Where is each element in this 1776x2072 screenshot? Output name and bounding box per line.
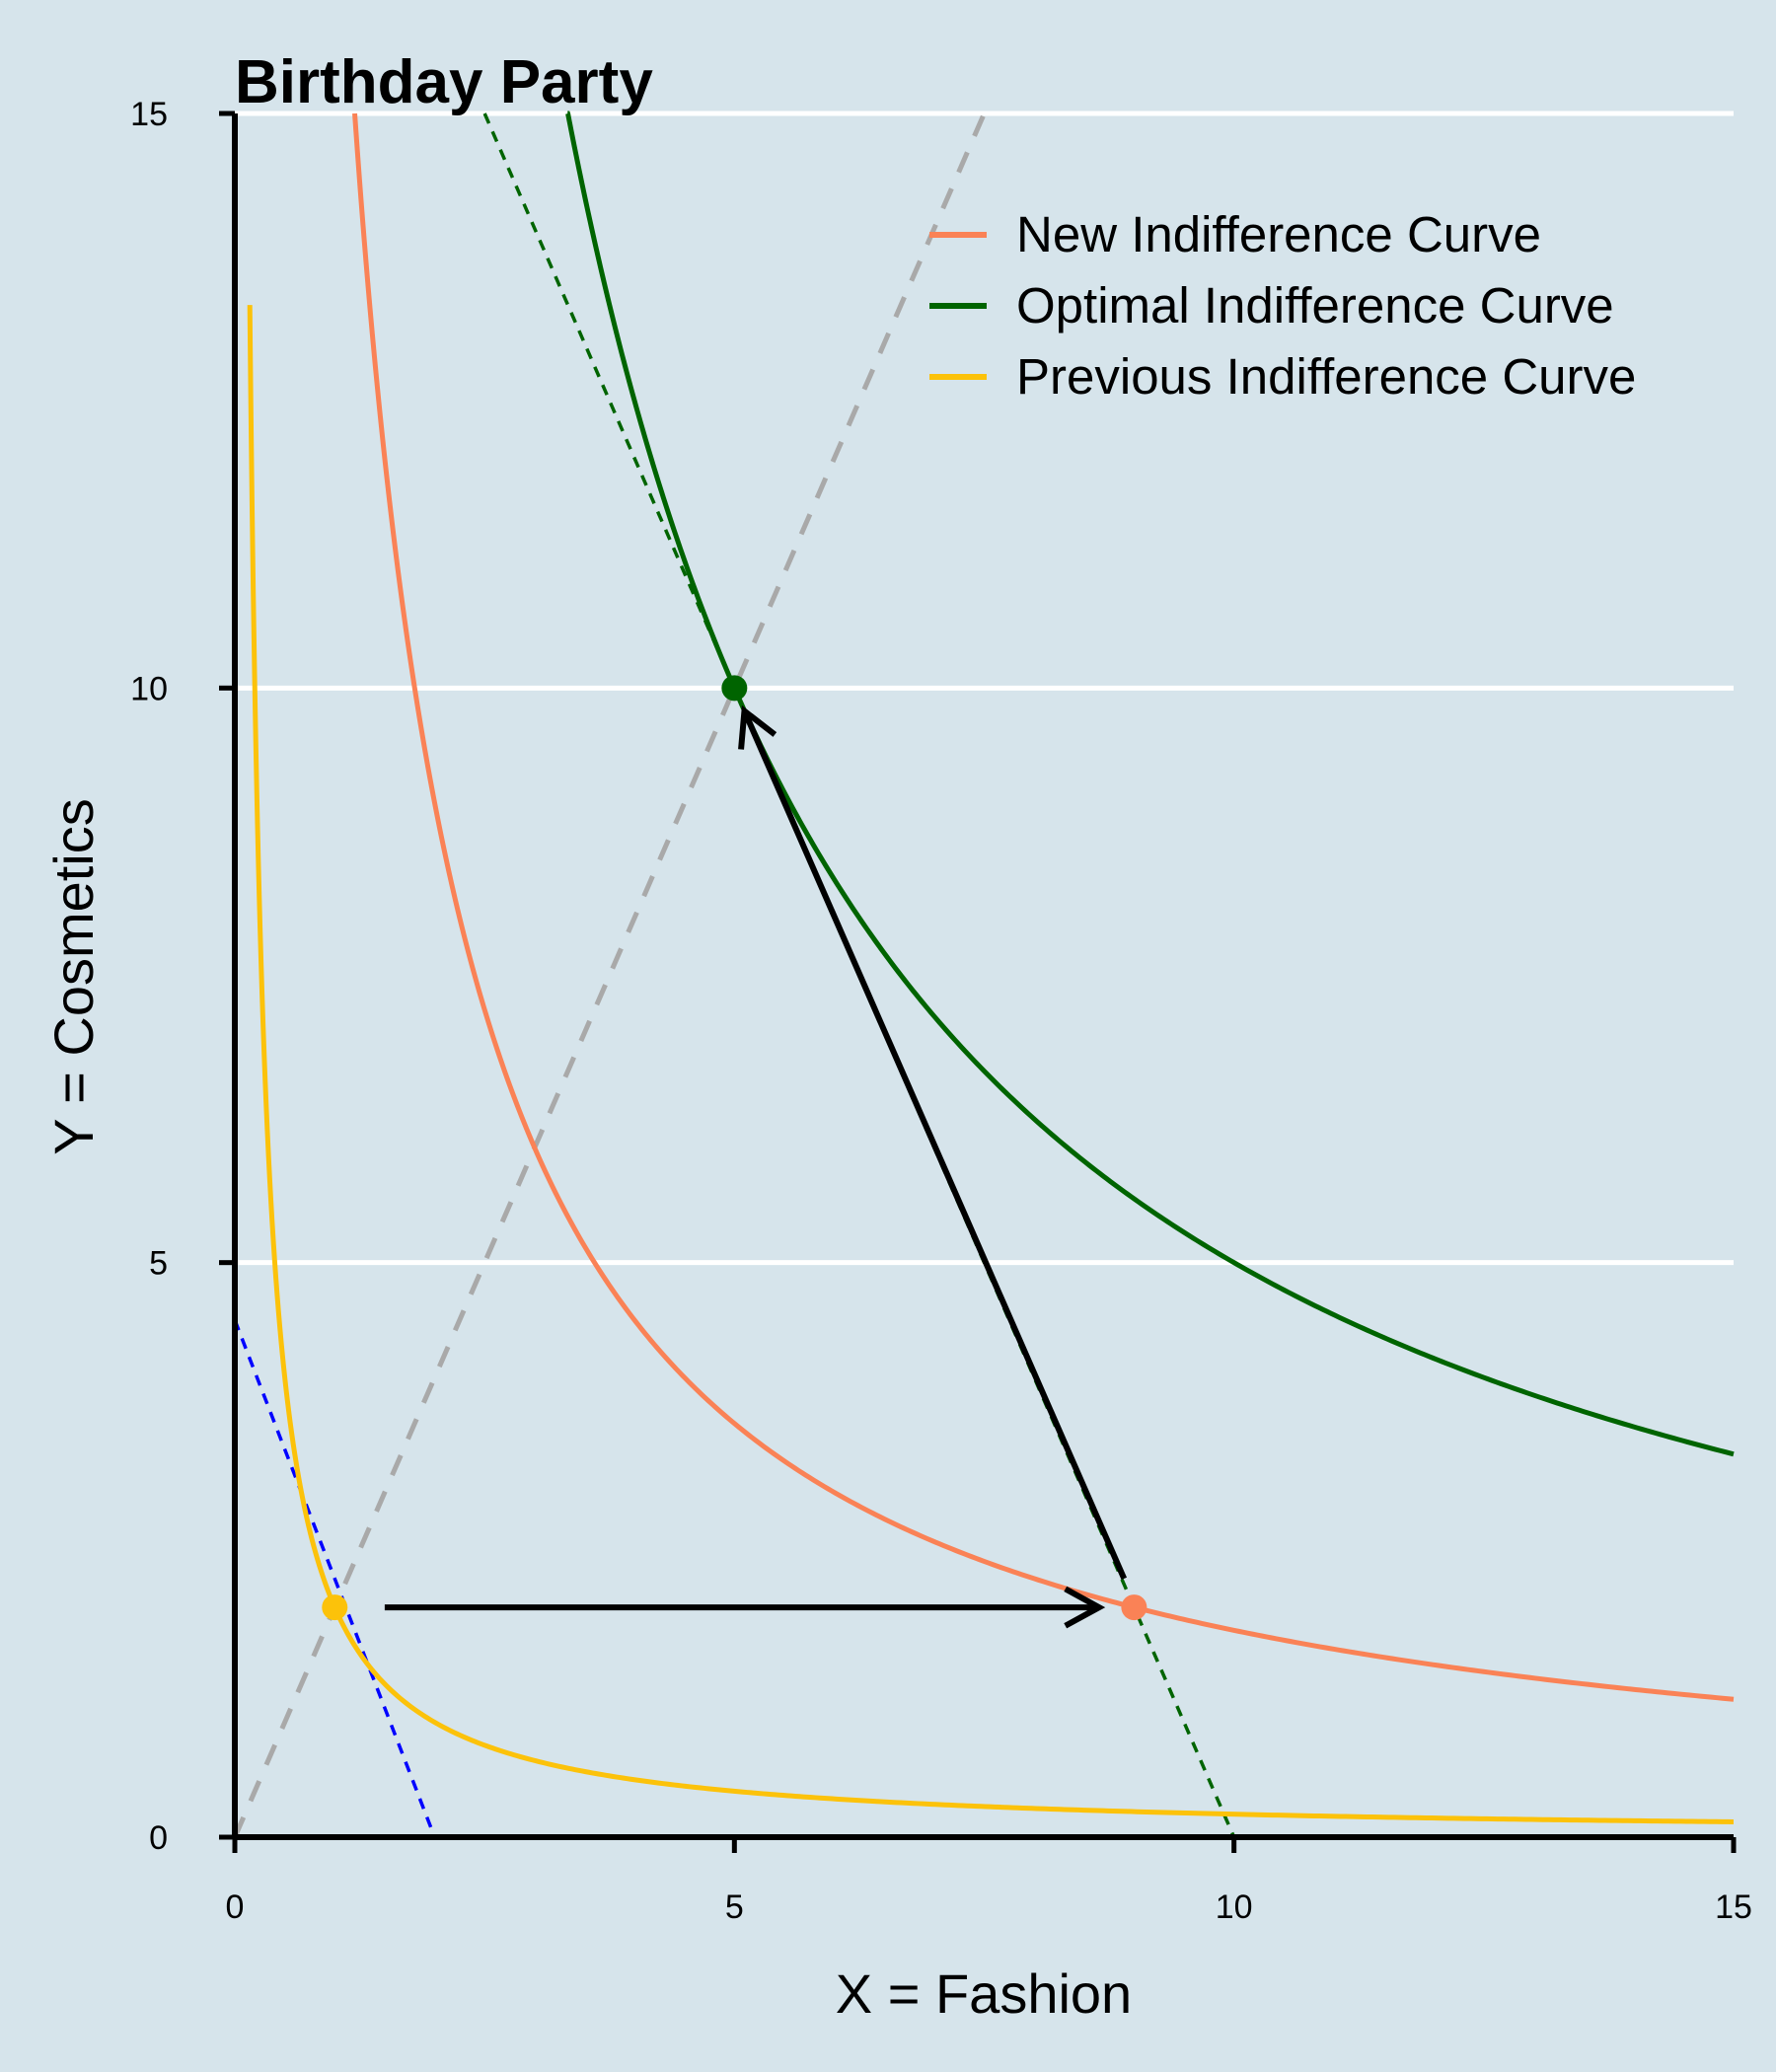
arrow-2-shaft — [741, 709, 1128, 1581]
plot-lines — [232, 111, 1735, 1838]
point-9-2 — [1121, 1594, 1147, 1621]
axes — [219, 111, 1737, 1853]
previous-budget-line — [233, 1319, 437, 1838]
x-tick-label-10: 10 — [1216, 1888, 1253, 1926]
legend-label-optimal-indifference-curve: Optimal Indifference Curve — [1016, 277, 1614, 333]
legend-label-previous-indifference-curve: Previous Indifference Curve — [1016, 348, 1636, 405]
y-tick-label-15: 15 — [130, 96, 168, 133]
point-1-2 — [322, 1594, 348, 1621]
chart-title: Birthday Party — [235, 48, 653, 116]
point-5-10 — [721, 675, 748, 702]
y-tick-label-0: 0 — [149, 1819, 168, 1857]
x-tick-label-0: 0 — [226, 1888, 245, 1926]
y-tick-label-10: 10 — [130, 670, 168, 707]
legend: New Indifference Curve Optimal Indifferen… — [929, 206, 1636, 405]
x-tick-label-15: 15 — [1715, 1888, 1752, 1926]
series-line-new-indifference-curve — [352, 112, 1735, 1702]
data-points — [322, 675, 1147, 1621]
arrow-2-head — [738, 704, 777, 750]
x-tick-label-5: 5 — [725, 1888, 744, 1926]
y-axis-title: Y = Cosmetics — [42, 798, 105, 1155]
x-axis-title: X = Fashion — [836, 1962, 1132, 2025]
legend-label-new-indifference-curve: New Indifference Curve — [1016, 206, 1541, 262]
series-line-optimal-indifference-curve — [565, 111, 1735, 1457]
arrow-1-head — [1064, 1586, 1106, 1629]
y-tick-label-5: 5 — [149, 1245, 168, 1283]
tick-labels: 0 5 10 15 0 5 10 15 — [130, 96, 1752, 1926]
